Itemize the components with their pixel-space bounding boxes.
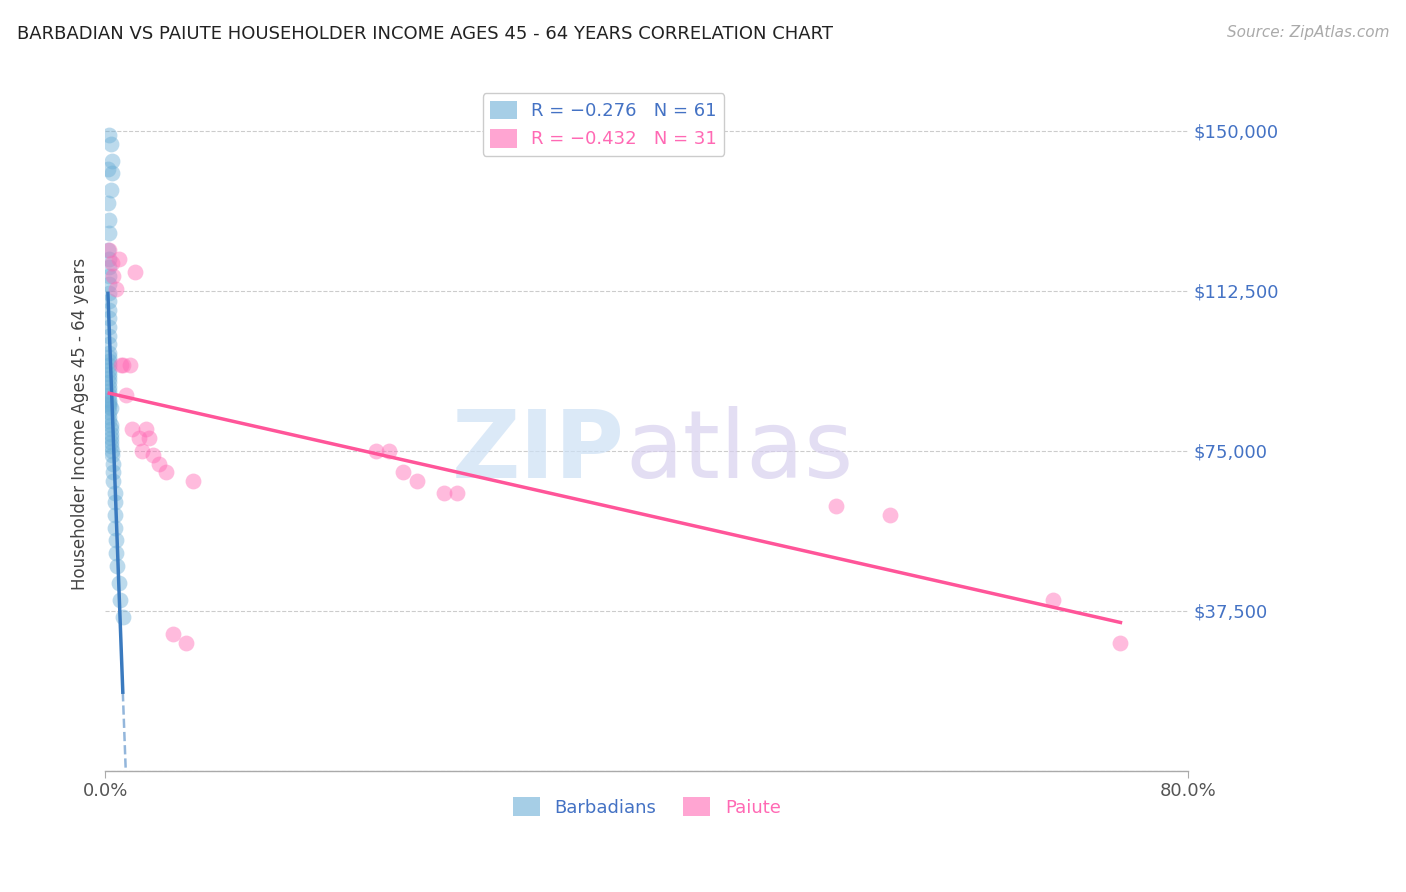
Point	[135, 422, 157, 436]
Point	[98, 350, 121, 364]
Point	[138, 431, 160, 445]
Point	[98, 226, 121, 240]
Point	[98, 252, 121, 266]
Point	[124, 264, 146, 278]
Text: atlas: atlas	[626, 406, 853, 498]
Point	[97, 244, 120, 258]
Point	[100, 435, 122, 450]
Point	[101, 153, 124, 168]
Point	[97, 196, 120, 211]
Point	[98, 371, 121, 385]
Point	[98, 359, 121, 373]
Point	[100, 401, 122, 415]
Point	[433, 486, 456, 500]
Point	[405, 474, 427, 488]
Point	[98, 244, 121, 258]
Point	[176, 636, 198, 650]
Point	[101, 256, 124, 270]
Point	[128, 431, 150, 445]
Point	[100, 418, 122, 433]
Point	[131, 443, 153, 458]
Point	[111, 359, 134, 373]
Legend: Barbadians, Paiute: Barbadians, Paiute	[506, 790, 787, 824]
Point	[98, 320, 121, 334]
Point	[100, 184, 122, 198]
Point	[98, 397, 121, 411]
Point	[104, 508, 127, 522]
Point	[98, 354, 121, 368]
Point	[392, 465, 415, 479]
Point	[364, 443, 387, 458]
Point	[114, 388, 136, 402]
Point	[100, 426, 122, 441]
Point	[101, 443, 124, 458]
Point	[98, 302, 121, 317]
Point	[98, 394, 121, 409]
Point	[104, 495, 127, 509]
Point	[98, 285, 121, 300]
Point	[104, 520, 127, 534]
Text: Source: ZipAtlas.com: Source: ZipAtlas.com	[1226, 25, 1389, 40]
Point	[155, 465, 177, 479]
Point	[98, 414, 121, 428]
Point	[105, 546, 128, 560]
Point	[100, 136, 122, 151]
Point	[100, 431, 122, 445]
Point	[98, 376, 121, 390]
Point	[98, 328, 121, 343]
Point	[98, 337, 121, 351]
Point	[98, 388, 121, 402]
Point	[98, 392, 121, 407]
Text: ZIP: ZIP	[453, 406, 626, 498]
Point	[98, 277, 121, 292]
Point	[97, 162, 120, 177]
Point	[98, 311, 121, 326]
Point	[98, 128, 121, 142]
Point	[181, 474, 204, 488]
Point	[98, 409, 121, 424]
Point	[446, 486, 468, 500]
Point	[105, 558, 128, 573]
Point	[111, 610, 134, 624]
Point	[103, 268, 125, 283]
Point	[98, 405, 121, 419]
Point	[105, 533, 128, 548]
Text: BARBADIAN VS PAIUTE HOUSEHOLDER INCOME AGES 45 - 64 YEARS CORRELATION CHART: BARBADIAN VS PAIUTE HOUSEHOLDER INCOME A…	[17, 25, 832, 43]
Point	[103, 465, 125, 479]
Point	[879, 508, 901, 522]
Point	[1042, 593, 1064, 607]
Point	[98, 213, 121, 227]
Point	[98, 294, 121, 309]
Point	[98, 260, 121, 275]
Point	[148, 457, 170, 471]
Point	[107, 252, 129, 266]
Point	[825, 499, 848, 513]
Point	[162, 627, 184, 641]
Point	[98, 384, 121, 398]
Point	[98, 380, 121, 394]
Point	[100, 422, 122, 436]
Point	[103, 457, 125, 471]
Point	[98, 345, 121, 359]
Point	[110, 359, 132, 373]
Point	[108, 593, 131, 607]
Point	[378, 443, 401, 458]
Point	[118, 359, 141, 373]
Point	[98, 367, 121, 381]
Point	[103, 474, 125, 488]
Point	[100, 440, 122, 454]
Point	[98, 362, 121, 376]
Point	[142, 448, 165, 462]
Point	[98, 399, 121, 413]
Point	[121, 422, 143, 436]
Point	[105, 282, 128, 296]
Point	[101, 166, 124, 180]
Y-axis label: Householder Income Ages 45 - 64 years: Householder Income Ages 45 - 64 years	[72, 258, 89, 591]
Point	[98, 268, 121, 283]
Point	[104, 486, 127, 500]
Point	[107, 576, 129, 591]
Point	[1109, 636, 1132, 650]
Point	[101, 448, 124, 462]
